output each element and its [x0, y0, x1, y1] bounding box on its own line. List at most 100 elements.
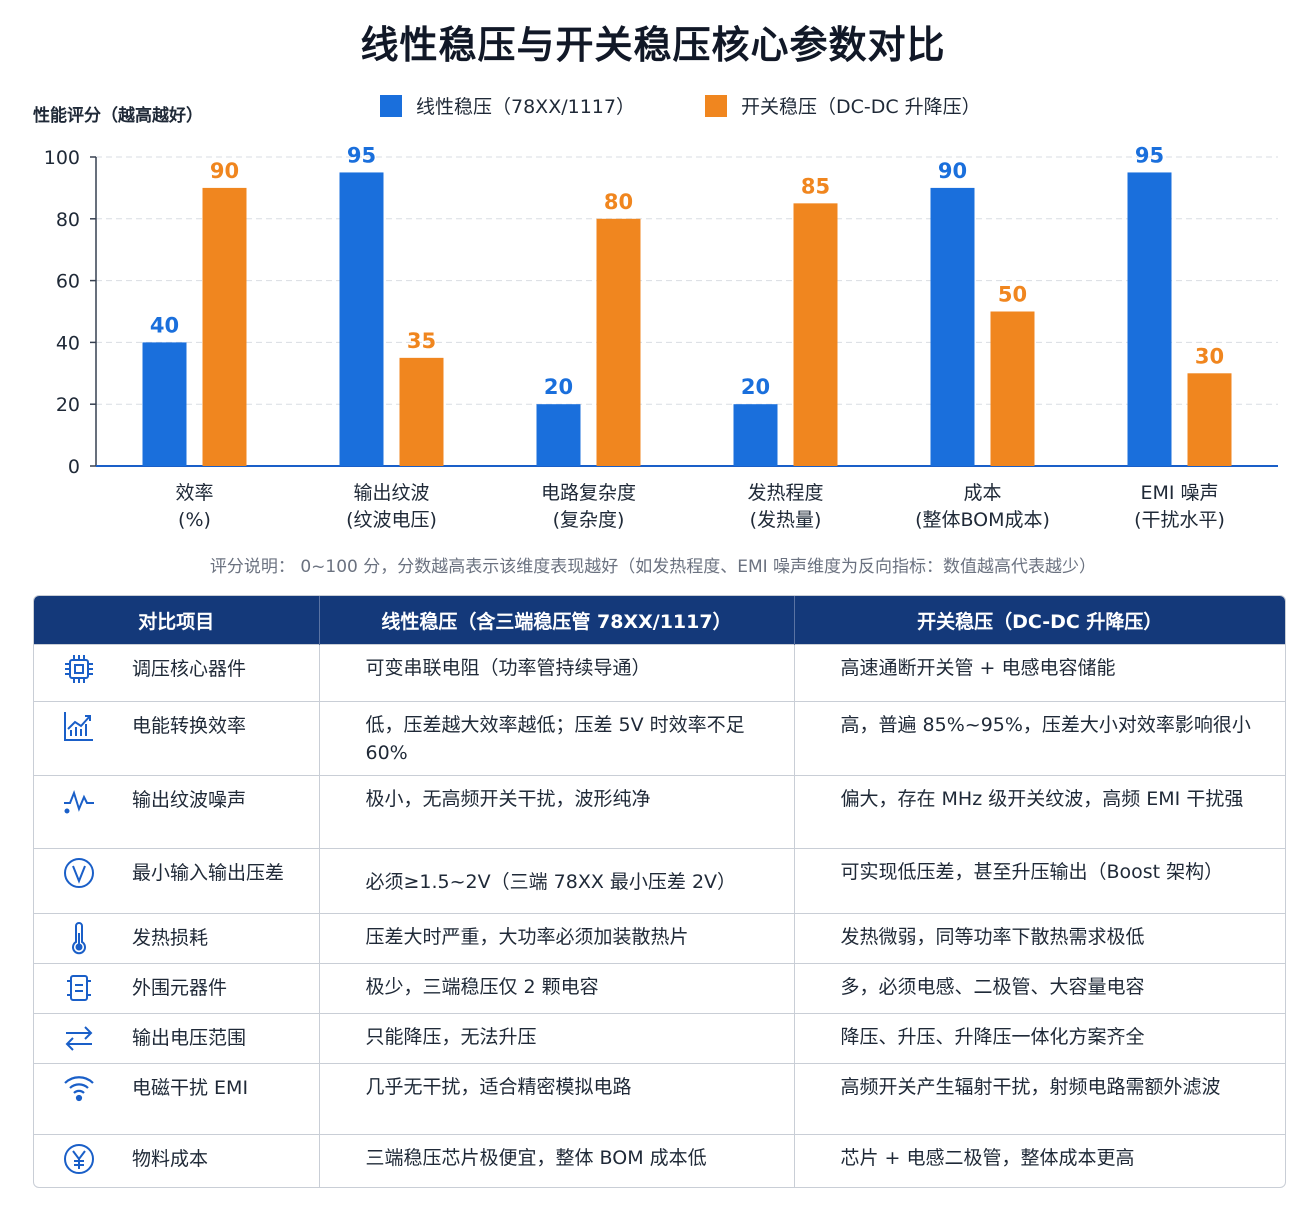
table-row: 调压核心器件 可变串联电阻（功率管持续导通） 高速通断开关管 + 电感电容储能 [34, 644, 1285, 702]
x-tick-sublabel: (%) [178, 509, 211, 531]
row-linear-value: 必须≥1.5~2V（三端 78XX 最小压差 2V） [319, 848, 795, 914]
row-linear-value: 低，压差越大效率越低；压差 5V 时效率不足 60% [319, 701, 795, 776]
chip-icon [48, 652, 110, 686]
arrows-icon [48, 1021, 110, 1055]
bar-linear [536, 404, 581, 466]
bar-switching [202, 187, 247, 466]
bar-switching [990, 311, 1035, 466]
data-label-linear: 95 [1135, 143, 1164, 167]
row-linear-value: 压差大时严重，大功率必须加装散热片 [319, 913, 795, 964]
header-item: 对比项目 [34, 596, 320, 645]
chart-legend: 线性稳压（78XX/1117） 开关稳压（DC-DC 升降压） [380, 92, 981, 119]
table-row: 输出电压范围 只能降压，无法升压 降压、升压、升降压一体化方案齐全 [34, 1013, 1285, 1064]
bar-linear [1127, 172, 1172, 466]
x-tick-sublabel: (纹波电压) [346, 509, 437, 531]
bar-linear [930, 187, 975, 466]
data-label-switching: 50 [998, 283, 1027, 307]
x-tick-label: 效率 [175, 482, 213, 504]
data-label-linear: 20 [741, 375, 770, 399]
x-tick-sublabel: (干扰水平) [1134, 509, 1225, 531]
table-row: 最小输入输出压差 必须≥1.5~2V（三端 78XX 最小压差 2V） 可实现低… [34, 848, 1285, 914]
row-switching-value: 发热微弱，同等功率下散热需求极低 [794, 913, 1285, 964]
data-label-switching: 30 [1195, 344, 1224, 368]
wifi-signal-icon [48, 1071, 110, 1105]
y-tick-label: 60 [56, 271, 80, 293]
x-tick-label: 电路复杂度 [541, 482, 636, 504]
data-label-linear: 90 [938, 159, 967, 183]
x-tick-sublabel: (整体BOM成本) [915, 509, 1050, 531]
bar-switching [399, 357, 444, 466]
row-item-label: 物料成本 [132, 1148, 209, 1170]
row-item-label: 外围元器件 [132, 977, 228, 999]
yen-icon [48, 1142, 110, 1176]
row-linear-value: 极小，无高频开关干扰，波形纯净 [319, 775, 795, 849]
bar-linear [339, 172, 384, 466]
y-axis-label: 性能评分（越高越好） [33, 105, 203, 126]
row-item-label: 调压核心器件 [132, 658, 247, 680]
table-row: 输出纹波噪声 极小，无高频开关干扰，波形纯净 偏大，存在 MHz 级开关纹波，高… [34, 775, 1285, 849]
row-switching-value: 高速通断开关管 + 电感电容储能 [794, 644, 1285, 702]
x-tick-sublabel: (发热量) [750, 509, 822, 531]
bar-switching [596, 218, 641, 466]
row-item-label: 发热损耗 [132, 927, 209, 949]
table-header-row: 对比项目 线性稳压（含三端稳压管 78XX/1117） 开关稳压（DC-DC 升… [34, 596, 1285, 645]
voltage-icon [48, 856, 110, 890]
legend-label-switching: 开关稳压（DC-DC 升降压） [740, 96, 981, 118]
data-label-switching: 35 [407, 329, 436, 353]
bar-linear [142, 342, 187, 466]
row-item-label: 电能转换效率 [132, 715, 247, 737]
header-switching: 开关稳压（DC-DC 升降压） [794, 596, 1285, 645]
thermometer-icon [48, 921, 110, 955]
data-label-linear: 95 [347, 143, 376, 167]
x-tick-label: 输出纹波 [353, 482, 429, 504]
table-row: 物料成本 三端稳压芯片极便宜，整体 BOM 成本低 芯片 + 电感二极管，整体成… [34, 1134, 1285, 1187]
data-label-linear: 20 [544, 375, 573, 399]
bar-chart: 性能评分（越高越好） 0 20 40 60 80 100 40 90 效率 (%) 95 35 输出纹波 (… [33, 105, 1278, 531]
chart-title: 线性稳压与开关稳压核心参数对比 [360, 23, 946, 67]
table-row: 外围元器件 极少，三端稳压仅 2 颗电容 多，必须电感、二极管、大容量电容 [34, 963, 1285, 1014]
y-tick-label: 100 [44, 147, 80, 169]
legend-swatch-switching [704, 94, 727, 117]
waveform-icon [48, 783, 110, 817]
legend-swatch-linear [380, 94, 402, 117]
row-switching-value: 偏大，存在 MHz 级开关纹波，高频 EMI 干扰强 [794, 775, 1285, 849]
y-tick-label: 40 [56, 332, 80, 354]
bar-linear [733, 404, 778, 466]
y-tick-label: 0 [68, 456, 80, 478]
x-tick-sublabel: (复杂度) [553, 509, 625, 531]
x-tick-label: 成本 [963, 482, 1001, 504]
y-tick-label: 80 [56, 209, 80, 231]
data-label-switching: 90 [210, 159, 239, 183]
score-note: 评分说明： 0~100 分，分数越高表示该维度表现越好（如发热程度、EMI 噪声… [209, 557, 1097, 577]
component-icon [48, 971, 110, 1005]
x-tick-label: 发热程度 [747, 482, 823, 504]
x-tick-label: EMI 噪声 [1140, 482, 1218, 504]
row-linear-value: 三端稳压芯片极便宜，整体 BOM 成本低 [319, 1134, 795, 1187]
row-switching-value: 多，必须电感、二极管、大容量电容 [794, 963, 1285, 1014]
row-item-label: 电磁干扰 EMI [132, 1077, 249, 1099]
row-switching-value: 高，普遍 85%~95%，压差大小对效率影响很小 [794, 701, 1285, 776]
row-switching-value: 可实现低压差，甚至升压输出（Boost 架构） [794, 848, 1285, 914]
legend-label-linear: 线性稳压（78XX/1117） [416, 96, 635, 118]
header-linear: 线性稳压（含三端稳压管 78XX/1117） [319, 596, 795, 645]
data-label-linear: 40 [150, 313, 179, 337]
row-item-label: 输出纹波噪声 [132, 789, 247, 811]
bar-switching [793, 203, 838, 466]
legend-item-linear: 线性稳压（78XX/1117） [380, 92, 635, 119]
row-switching-value: 芯片 + 电感二极管，整体成本更高 [794, 1134, 1285, 1187]
y-tick-label: 20 [56, 394, 80, 416]
row-switching-value: 降压、升压、升降压一体化方案齐全 [794, 1013, 1285, 1064]
comparison-table: 对比项目 线性稳压（含三端稳压管 78XX/1117） 开关稳压（DC-DC 升… [33, 595, 1286, 1188]
legend-item-switching: 开关稳压（DC-DC 升降压） [704, 92, 981, 119]
data-label-switching: 85 [801, 174, 830, 198]
row-linear-value: 极少，三端稳压仅 2 颗电容 [319, 963, 795, 1014]
table-row: 电磁干扰 EMI 几乎无干扰，适合精密模拟电路 高频开关产生辐射干扰，射频电路需… [34, 1063, 1285, 1135]
row-item-label: 输出电压范围 [132, 1027, 247, 1049]
efficiency-chart-icon [48, 709, 110, 743]
bar-switching [1187, 373, 1232, 466]
table-row: 电能转换效率 低，压差越大效率越低；压差 5V 时效率不足 60% 高，普遍 8… [34, 701, 1285, 776]
table-row: 发热损耗 压差大时严重，大功率必须加装散热片 发热微弱，同等功率下散热需求极低 [34, 913, 1285, 964]
row-linear-value: 几乎无干扰，适合精密模拟电路 [319, 1063, 795, 1135]
row-linear-value: 可变串联电阻（功率管持续导通） [319, 644, 795, 702]
row-item-label: 最小输入输出压差 [132, 862, 285, 884]
